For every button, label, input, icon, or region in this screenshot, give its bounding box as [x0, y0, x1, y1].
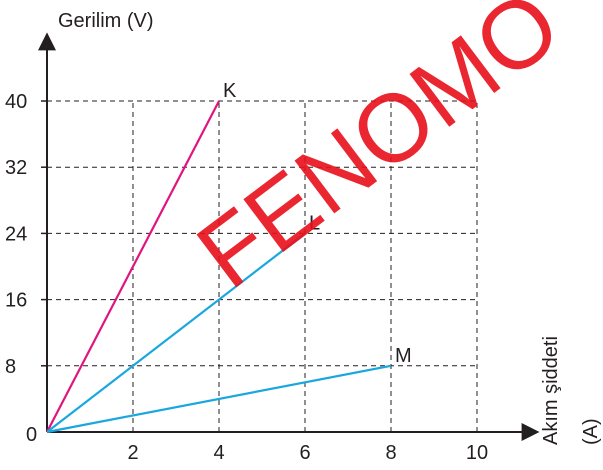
series-label-m: M — [395, 345, 412, 367]
watermark-text: FENOMO — [178, 0, 579, 309]
y-tick-label: 40 — [5, 91, 27, 113]
x-tick-label: 8 — [385, 442, 396, 464]
y-tick-label: 32 — [5, 157, 27, 179]
x-tick-label: 4 — [213, 442, 224, 464]
x-axis-label: Akım şiddeti (A) — [540, 336, 602, 445]
origin-label: 0 — [26, 424, 37, 446]
x-tick-label: 10 — [466, 442, 488, 464]
x-tick-label: 2 — [127, 442, 138, 464]
series-line-l — [46, 232, 306, 433]
y-axis-label: Gerilim (V) — [58, 10, 154, 32]
x-tick-label: 6 — [299, 442, 310, 464]
y-tick-label: 24 — [5, 223, 27, 245]
y-tick-label: 16 — [5, 290, 27, 312]
series-label-k: K — [223, 80, 237, 102]
series-label-l: L — [309, 212, 320, 234]
y-tick-label: 8 — [5, 356, 16, 378]
series-line-m — [46, 364, 392, 434]
series-lines: K L M — [46, 80, 412, 434]
x-axis-label-line1: Akım şiddeti — [540, 336, 562, 445]
x-axis-label-line2: (A) — [580, 418, 602, 445]
series-line-k — [46, 100, 220, 433]
